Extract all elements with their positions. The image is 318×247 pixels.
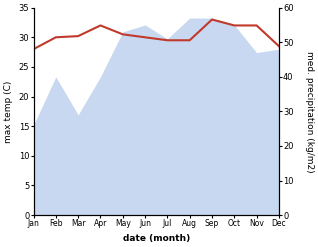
Y-axis label: max temp (C): max temp (C) — [4, 80, 13, 143]
X-axis label: date (month): date (month) — [123, 234, 190, 243]
Y-axis label: med. precipitation (kg/m2): med. precipitation (kg/m2) — [305, 51, 314, 172]
